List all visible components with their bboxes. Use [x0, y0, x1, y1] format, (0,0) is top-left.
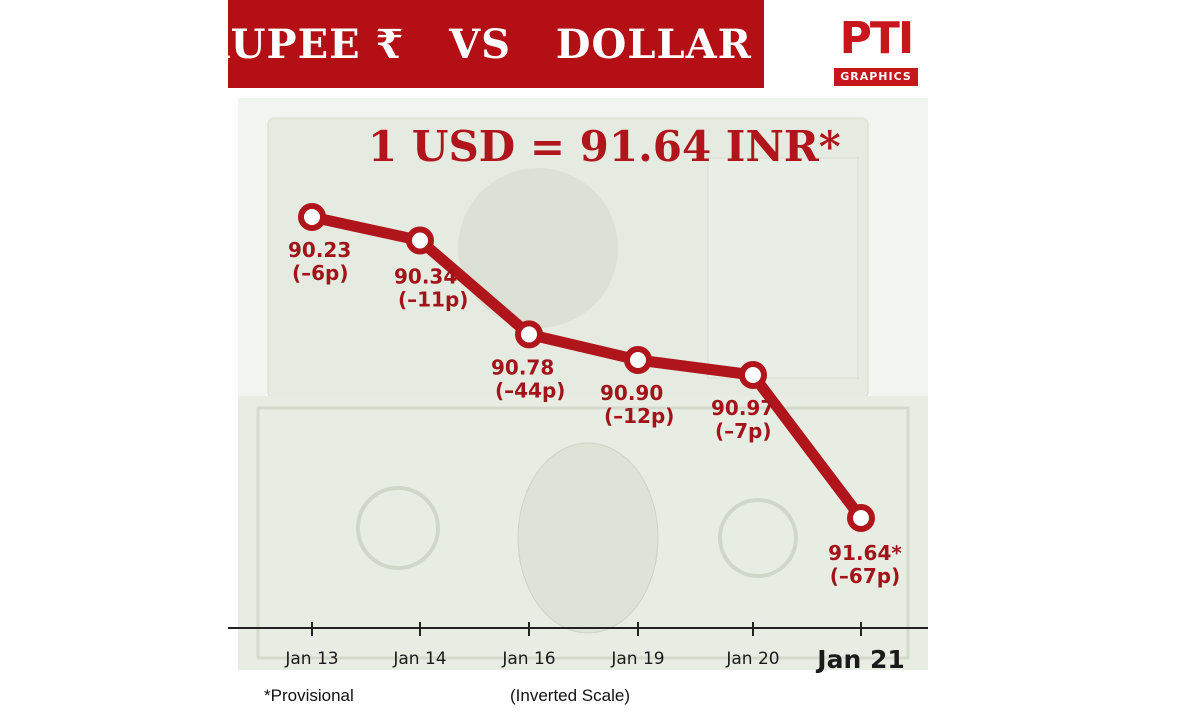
- data-point: [406, 226, 434, 255]
- chart-title: RUPEE ₹ VS DOLLAR $: [196, 20, 796, 68]
- value-label: 90.90: [600, 381, 663, 405]
- data-point: [515, 320, 543, 349]
- series-line: [306, 211, 867, 524]
- data-point: [739, 360, 767, 389]
- data-point: [624, 346, 652, 375]
- x-tick-label: Jan 20: [725, 649, 779, 669]
- change-label: (–67p): [830, 564, 900, 588]
- title-banner: RUPEE ₹ VS DOLLAR $: [196, 0, 795, 88]
- value-label: 90.97: [711, 396, 774, 420]
- exchange-rate-headline: 1 USD = 91.64 INR*: [368, 122, 841, 171]
- pti-logo: PTI GRAPHICS: [834, 16, 918, 88]
- inverted-scale-note: (Inverted Scale): [510, 686, 630, 705]
- x-tick-label: Jan 21: [815, 645, 904, 674]
- data-point: [298, 203, 326, 231]
- value-label: 91.64*: [828, 541, 902, 565]
- x-tick-label: Jan 14: [392, 649, 446, 669]
- logo-mark: PTI: [839, 13, 915, 64]
- change-label: (–44p): [495, 378, 565, 402]
- banknote-background: [238, 98, 928, 670]
- x-tick-label: Jan 16: [501, 649, 555, 669]
- data-point: [847, 504, 875, 532]
- logo-band: GRAPHICS: [834, 68, 918, 86]
- infographic: RUPEE ₹ VS DOLLAR $ PTI GRAPHICS 1 USD =…: [196, 0, 948, 720]
- change-label: (–11p): [398, 287, 468, 311]
- x-tick-label: Jan 19: [610, 649, 664, 669]
- change-label: (–7p): [715, 419, 772, 443]
- change-label: (–12p): [604, 404, 674, 428]
- change-label: (–6p): [292, 261, 349, 285]
- value-label: 90.23: [288, 238, 351, 262]
- provisional-footnote: *Provisional: [264, 686, 354, 705]
- value-label: 90.78: [491, 355, 554, 379]
- x-tick-label: Jan 13: [284, 649, 338, 669]
- value-label: 90.34: [394, 264, 457, 288]
